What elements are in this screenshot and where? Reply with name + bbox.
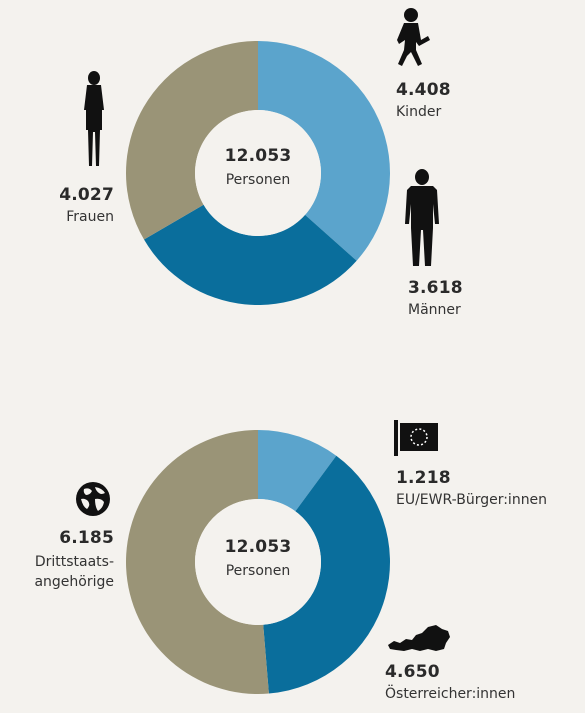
donut-center-gender: 12.053 Personen — [193, 146, 323, 188]
slice-frauen — [126, 41, 258, 240]
globe-icon — [76, 482, 110, 516]
donut-chart-gender — [126, 41, 391, 306]
woman-silhouette-icon — [84, 71, 104, 166]
austria-map-icon — [388, 625, 450, 651]
label-oesterreicher: 4.650 Österreicher:innen — [385, 662, 515, 702]
label-kinder: 4.408 Kinder — [396, 80, 451, 120]
data-label-text: Männer — [408, 302, 461, 318]
data-label-text: Kinder — [396, 104, 442, 120]
label-frauen: 4.027 Frauen — [44, 185, 114, 225]
center-total-value: 12.053 — [224, 537, 292, 557]
center-total-value: 12.053 — [224, 146, 292, 166]
donut-center-citizenship: 12.053 Personen — [193, 537, 323, 579]
data-label-value: 3.618 — [408, 278, 463, 298]
slice-kinder — [258, 41, 391, 261]
data-label-value: 4.408 — [396, 80, 451, 100]
data-label-text: Österreicher:innen — [385, 686, 516, 702]
man-silhouette-icon — [405, 169, 439, 266]
slice-drittstaats — [126, 430, 269, 694]
slice-eu-ewr — [258, 430, 337, 512]
label-maenner: 3.618 Männer — [408, 278, 463, 318]
running-child-icon — [397, 8, 430, 66]
data-label-text: Drittstaats-angehörige — [34, 554, 114, 590]
data-label-value: 6.185 — [59, 528, 114, 548]
donut-hole — [195, 499, 321, 625]
data-label-text: Frauen — [66, 209, 114, 225]
donut-hole — [195, 110, 321, 236]
label-drittstaats: 6.185 Drittstaats-angehörige — [14, 528, 114, 592]
data-label-value: 4.650 — [385, 662, 440, 682]
label-eu-ewr: 1.218 EU/EWR-Bürger:innen — [396, 468, 547, 508]
data-label-value: 1.218 — [396, 468, 451, 488]
eu-flag-icon — [394, 420, 438, 456]
data-label-text: EU/EWR-Bürger:innen — [396, 492, 548, 508]
donut-chart-citizenship — [126, 430, 390, 694]
center-total-label: Personen — [225, 563, 291, 579]
slice-maenner — [144, 204, 357, 306]
slice-oesterreicher — [263, 455, 390, 694]
center-total-label: Personen — [225, 172, 291, 188]
data-label-value: 4.027 — [59, 185, 114, 205]
